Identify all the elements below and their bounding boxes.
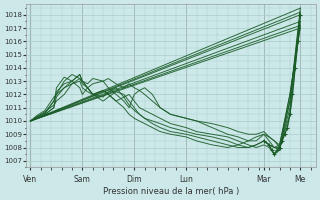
X-axis label: Pression niveau de la mer( hPa ): Pression niveau de la mer( hPa ) [103,187,239,196]
